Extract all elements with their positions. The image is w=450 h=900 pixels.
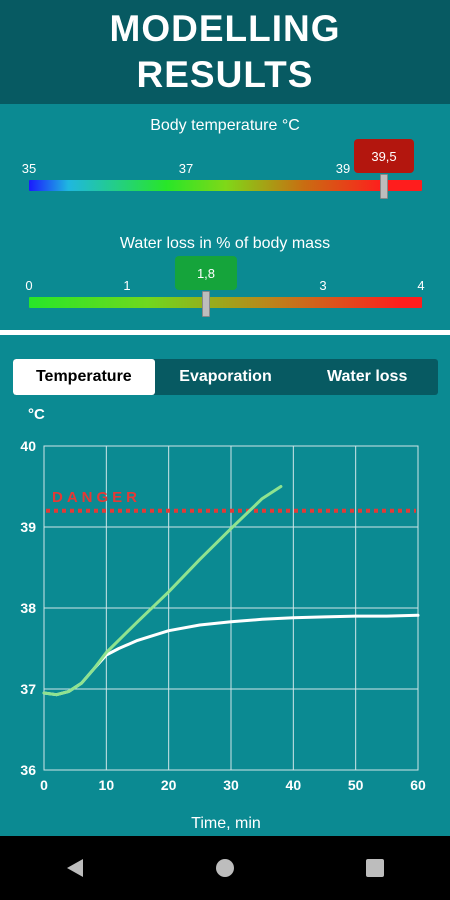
x-axis-title: Time, min	[191, 815, 261, 832]
nav-recents-button[interactable]	[345, 836, 405, 900]
title-line-1: MODELLING	[109, 8, 341, 49]
x-tick-label: 0	[40, 777, 48, 793]
water-loss-slider-thumb[interactable]	[202, 291, 210, 317]
temperature-chart: 0 10 20 30 40 50 60 36 37 38 39 40 DANGER °C Time, …	[20, 406, 426, 832]
nav-back-button[interactable]	[45, 836, 105, 900]
tab-temperature[interactable]: Temperature	[13, 359, 155, 395]
water-tick-4: 4	[417, 278, 425, 293]
y-tick-label: 37	[20, 681, 36, 697]
water-tick-3: 3	[319, 278, 327, 293]
tab-water-loss[interactable]: Water loss	[327, 368, 408, 385]
x-tick-label: 40	[286, 777, 302, 793]
series-line-danger-trend	[42, 485, 283, 697]
chart-series	[42, 485, 420, 697]
recents-icon	[366, 859, 384, 877]
y-tick-label: 38	[20, 600, 36, 616]
temp-tick-35: 35	[21, 161, 37, 176]
chart-tabs: Temperature Evaporation Water loss	[13, 359, 438, 395]
nav-home-button[interactable]	[195, 836, 255, 900]
water-tick-0: 0	[25, 278, 33, 293]
x-tick-label: 60	[410, 777, 426, 793]
app-header: MODELLING RESULTS	[0, 0, 450, 104]
y-tick-label: 39	[20, 519, 36, 535]
y-tick-label: 40	[20, 438, 36, 454]
title-line-2: RESULTS	[136, 54, 314, 95]
chart-grid	[43, 445, 419, 771]
back-icon	[67, 859, 83, 877]
temperature-slider-title: Body temperature °C	[150, 117, 300, 134]
home-icon	[216, 859, 234, 877]
section-divider	[0, 330, 450, 335]
temp-tick-39: 39	[335, 161, 351, 176]
danger-label: DANGER	[52, 489, 141, 506]
temperature-gradient-track[interactable]	[29, 180, 422, 191]
y-axis-unit-label: °C	[28, 406, 45, 423]
x-tick-label: 20	[161, 777, 177, 793]
y-tick-label: 36	[20, 762, 36, 778]
x-tick-label: 30	[223, 777, 239, 793]
chart-axis-labels: 0 10 20 30 40 50 60 36 37 38 39 40	[20, 438, 426, 793]
x-tick-label: 10	[99, 777, 115, 793]
water-loss-slider-title: Water loss in % of body mass	[119, 235, 331, 252]
temp-tick-37: 37	[178, 161, 194, 176]
temperature-slider-thumb[interactable]	[380, 174, 388, 199]
system-navigation-bar	[0, 836, 450, 900]
water-loss-gradient-track[interactable]	[29, 297, 422, 308]
water-tick-1: 1	[123, 278, 131, 293]
water-loss-value-bubble: 1,8	[175, 256, 237, 290]
temperature-value-bubble: 39,5	[354, 139, 414, 173]
x-tick-label: 50	[348, 777, 364, 793]
tab-evaporation[interactable]: Evaporation	[179, 368, 272, 385]
